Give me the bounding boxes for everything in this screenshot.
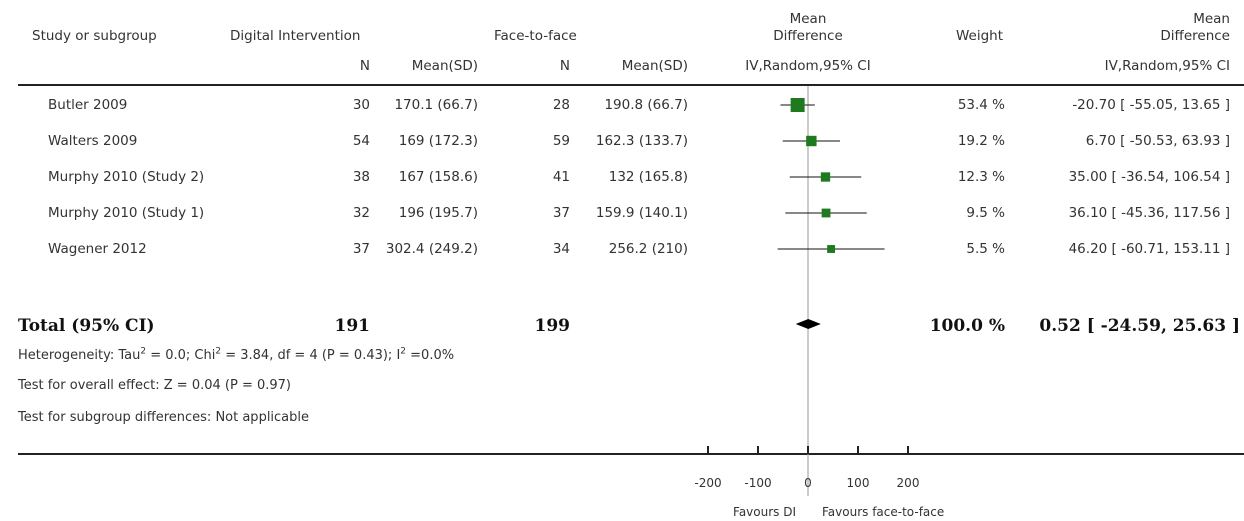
header-md2-title-1: Mean [1193, 11, 1230, 27]
total-n2: 199 [534, 316, 571, 336]
study-mean1: 302.4 (249.2) [385, 241, 478, 257]
study-ci: -20.70 [ -55.05, 13.65 ] [1072, 97, 1230, 113]
header-study: Study or subgroup [32, 28, 157, 44]
study-weight: 5.5 % [966, 241, 1005, 257]
study-mean2: 162.3 (133.7) [595, 133, 688, 149]
header-md2-title-2: Difference [1160, 28, 1230, 44]
study-name: Walters 2009 [48, 133, 138, 149]
study-marker [806, 135, 817, 147]
study-ci: 6.70 [ -50.53, 63.93 ] [1085, 133, 1230, 149]
header-group1: Digital Intervention [230, 28, 361, 44]
study-ci: 35.00 [ -36.54, 106.54 ] [1068, 169, 1230, 185]
study-ci: 36.10 [ -45.36, 117.56 ] [1068, 205, 1230, 221]
study-marker [820, 172, 831, 182]
header-group2: Face-to-face [494, 28, 577, 44]
header-md-title-1: Mean [789, 11, 827, 27]
footer-rule [18, 453, 1244, 455]
axis-tick-label: -200 [694, 476, 721, 490]
study-name: Butler 2009 [48, 97, 128, 113]
study-ci: 46.20 [ -60.71, 153.11 ] [1068, 241, 1230, 257]
header-weight: Weight [956, 28, 1004, 44]
study-name: Murphy 2010 (Study 1) [48, 205, 205, 221]
study-n2: 41 [552, 169, 570, 185]
axis-tick-label: 100 [847, 476, 870, 490]
study-mean1: 169 (172.3) [398, 133, 478, 149]
axis-tick-label: -100 [744, 476, 771, 490]
total-n1: 191 [334, 316, 371, 336]
study-mean1: 170.1 (66.7) [394, 97, 478, 113]
study-mean2: 256.2 (210) [608, 241, 688, 257]
study-marker [790, 98, 805, 112]
study-marker [821, 208, 831, 218]
study-name: Murphy 2010 (Study 2) [48, 169, 205, 185]
axis-tick-label: 0 [804, 476, 812, 490]
total-weight: 100.0 % [929, 316, 1005, 336]
study-mean1: 196 (195.7) [398, 205, 478, 221]
axis-tick-label: 200 [897, 476, 920, 490]
overall-effect-text: Test for overall effect: Z = 0.04 (P = 0… [18, 378, 291, 393]
study-mean2: 190.8 (66.7) [604, 97, 688, 113]
header-method2: IV,Random,95% CI [1104, 58, 1230, 74]
header-method: IV,Random,95% CI [745, 58, 871, 74]
header-mean1: Mean(SD) [411, 58, 478, 74]
pooled-diamond [795, 319, 821, 329]
study-n1: 30 [352, 97, 370, 113]
study-n1: 37 [352, 241, 370, 257]
favours-right-label: Favours face-to-face [822, 505, 945, 519]
study-mean2: 159.9 (140.1) [595, 205, 688, 221]
study-n2: 28 [552, 97, 570, 113]
study-n1: 38 [352, 169, 370, 185]
header-rule [18, 84, 1244, 86]
header-n2: N [559, 58, 570, 74]
study-n1: 54 [352, 133, 370, 149]
study-n2: 59 [552, 133, 570, 149]
study-name: Wagener 2012 [48, 241, 147, 257]
study-mean1: 167 (158.6) [398, 169, 478, 185]
study-weight: 19.2 % [957, 133, 1005, 149]
study-weight: 12.3 % [957, 169, 1005, 185]
study-n2: 37 [552, 205, 570, 221]
study-weight: 53.4 % [957, 97, 1005, 113]
study-n2: 34 [552, 241, 570, 257]
study-marker [827, 245, 836, 253]
study-n1: 32 [352, 205, 370, 221]
favours-left-label: Favours DI [733, 505, 796, 519]
heterogeneity-text: Heterogeneity: Tau2 = 0.0; Chi2 = 3.84, … [18, 346, 455, 363]
study-mean2: 132 (165.8) [608, 169, 688, 185]
total-ci: 0.52 [ -24.59, 25.63 ] [1039, 316, 1240, 336]
header-n1: N [359, 58, 370, 74]
subgroup-text: Test for subgroup differences: Not appli… [18, 410, 310, 425]
total-label: Total (95% CI) [18, 316, 155, 336]
study-weight: 9.5 % [966, 205, 1005, 221]
header-md-title-2: Difference [773, 28, 843, 44]
header-mean2: Mean(SD) [621, 58, 688, 74]
